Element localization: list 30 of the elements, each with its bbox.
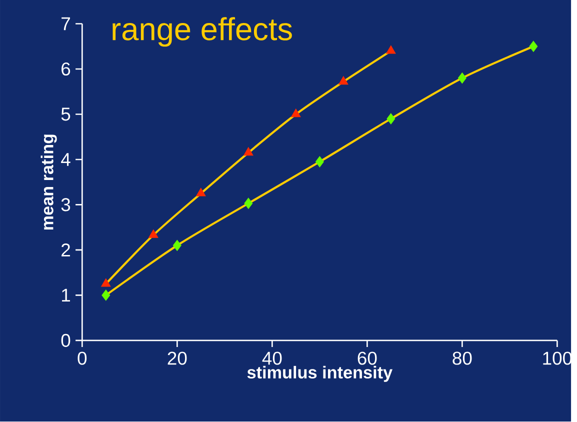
y-tick-label: 2: [62, 244, 70, 257]
point: [196, 188, 206, 197]
x-tick-label: 20: [168, 352, 187, 365]
point: [386, 46, 396, 54]
chart-title: range effects: [112, 17, 292, 47]
y-tick-label: 4: [61, 153, 70, 166]
point: [315, 156, 324, 168]
point: [148, 230, 158, 238]
point: [102, 290, 110, 301]
point: [172, 240, 182, 252]
point: [244, 147, 254, 156]
x-tick-label: 60: [358, 352, 377, 365]
y-tick-label: 7: [62, 18, 70, 30]
point: [101, 278, 111, 287]
y-tick-label: 6: [62, 62, 70, 76]
x-tick-label: 40: [262, 352, 282, 365]
x-tick-label: 0: [78, 352, 87, 365]
point: [529, 41, 538, 52]
y-tick-label: 1: [62, 289, 70, 302]
point: [386, 113, 396, 125]
point: [458, 72, 466, 84]
y-axis-title: mean rating: [40, 134, 57, 230]
y-tick-label: 3: [61, 198, 70, 212]
point: [244, 198, 253, 210]
point: [291, 108, 301, 118]
x-axis-title: stimulus intensity: [247, 366, 392, 382]
y-tick-label: 0: [61, 334, 70, 348]
y-tick-label: 5: [61, 108, 70, 121]
point: [338, 76, 348, 85]
x-tick-label: 80: [452, 352, 472, 365]
